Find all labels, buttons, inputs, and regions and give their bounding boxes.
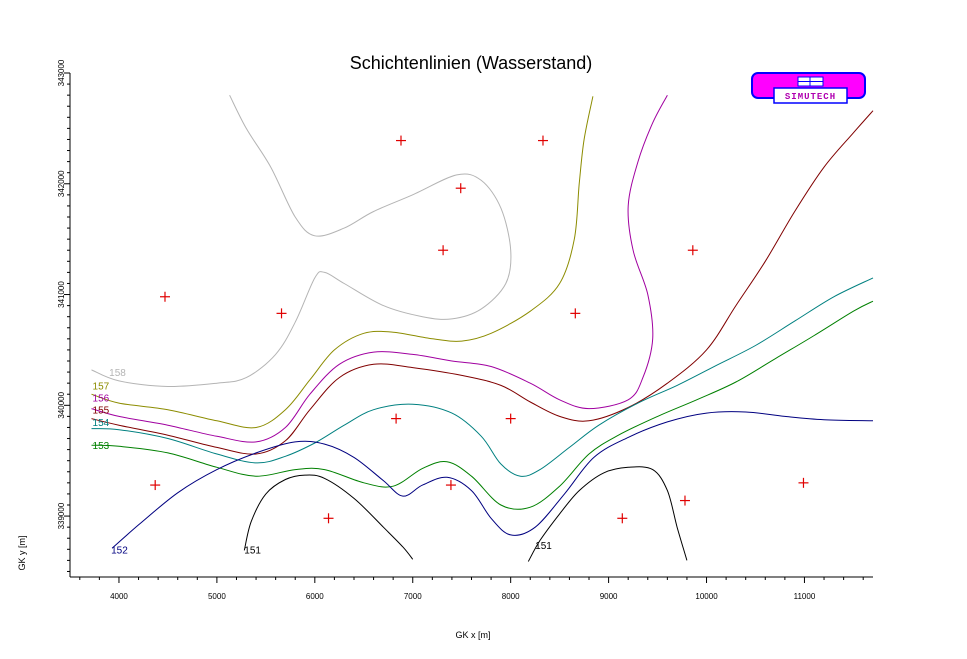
contour-line-156 (91, 94, 668, 443)
simutech-logo: SIMUTECH (751, 72, 866, 104)
contour-label-157: 157 (93, 381, 110, 392)
contour-lines (91, 94, 874, 562)
measurement-point (159, 291, 170, 302)
y-tick-label: 343000 (57, 59, 66, 86)
contour-label-151: 151 (535, 541, 552, 552)
contour-line-158 (91, 94, 512, 388)
contour-label-152: 152 (111, 545, 128, 556)
contour-label-151: 151 (244, 545, 261, 556)
y-tick-label: 341000 (57, 281, 66, 308)
contour-label-154: 154 (93, 418, 110, 429)
measurement-point (679, 495, 690, 506)
measurement-point (150, 480, 161, 491)
y-tick-label: 342000 (57, 170, 66, 197)
contour-line-151 (527, 466, 688, 562)
contour-line-155 (91, 110, 874, 455)
y-tick-label: 339000 (57, 502, 66, 529)
measurement-point (445, 480, 456, 491)
measurement-points (150, 135, 809, 524)
contour-line-153 (91, 300, 874, 510)
x-tick-label: 9000 (600, 592, 618, 601)
y-tick-label: 340000 (57, 391, 66, 418)
measurement-point (505, 413, 516, 424)
chart-title: Schichtenlinien (Wasserstand) (350, 53, 592, 73)
x-tick-label: 7000 (404, 592, 422, 601)
measurement-point (323, 513, 334, 524)
measurement-point (438, 245, 449, 256)
x-tick-label: 5000 (208, 592, 226, 601)
contour-line-157 (91, 96, 594, 429)
x-tick-label: 6000 (306, 592, 324, 601)
x-axis-label: GK x [m] (455, 630, 490, 640)
measurement-point (570, 308, 581, 319)
measurement-point (687, 245, 698, 256)
x-tick-label: 8000 (502, 592, 520, 601)
x-tick-label: 10000 (695, 592, 718, 601)
measurement-point (455, 183, 466, 194)
measurement-point (276, 308, 287, 319)
x-tick-label: 4000 (110, 592, 128, 601)
measurement-point (798, 477, 809, 488)
contour-line-151 (243, 474, 414, 560)
contour-label-158: 158 (109, 368, 126, 379)
axes: 4000 5000 6000 7000 8000 9000 10000 11000 339000… (57, 59, 873, 601)
measurement-point (537, 135, 548, 146)
contour-label-153: 153 (93, 441, 110, 452)
logo-text: SIMUTECH (785, 92, 836, 102)
y-axis-label: GK y [m] (17, 535, 27, 570)
measurement-point (391, 413, 402, 424)
x-tick-label: 11000 (794, 592, 816, 601)
contour-line-152 (111, 411, 874, 549)
measurement-point (617, 513, 628, 524)
measurement-point (395, 135, 406, 146)
contour-label-156: 156 (93, 394, 110, 405)
contour-label-155: 155 (93, 406, 110, 417)
contour-line-154 (91, 277, 874, 477)
